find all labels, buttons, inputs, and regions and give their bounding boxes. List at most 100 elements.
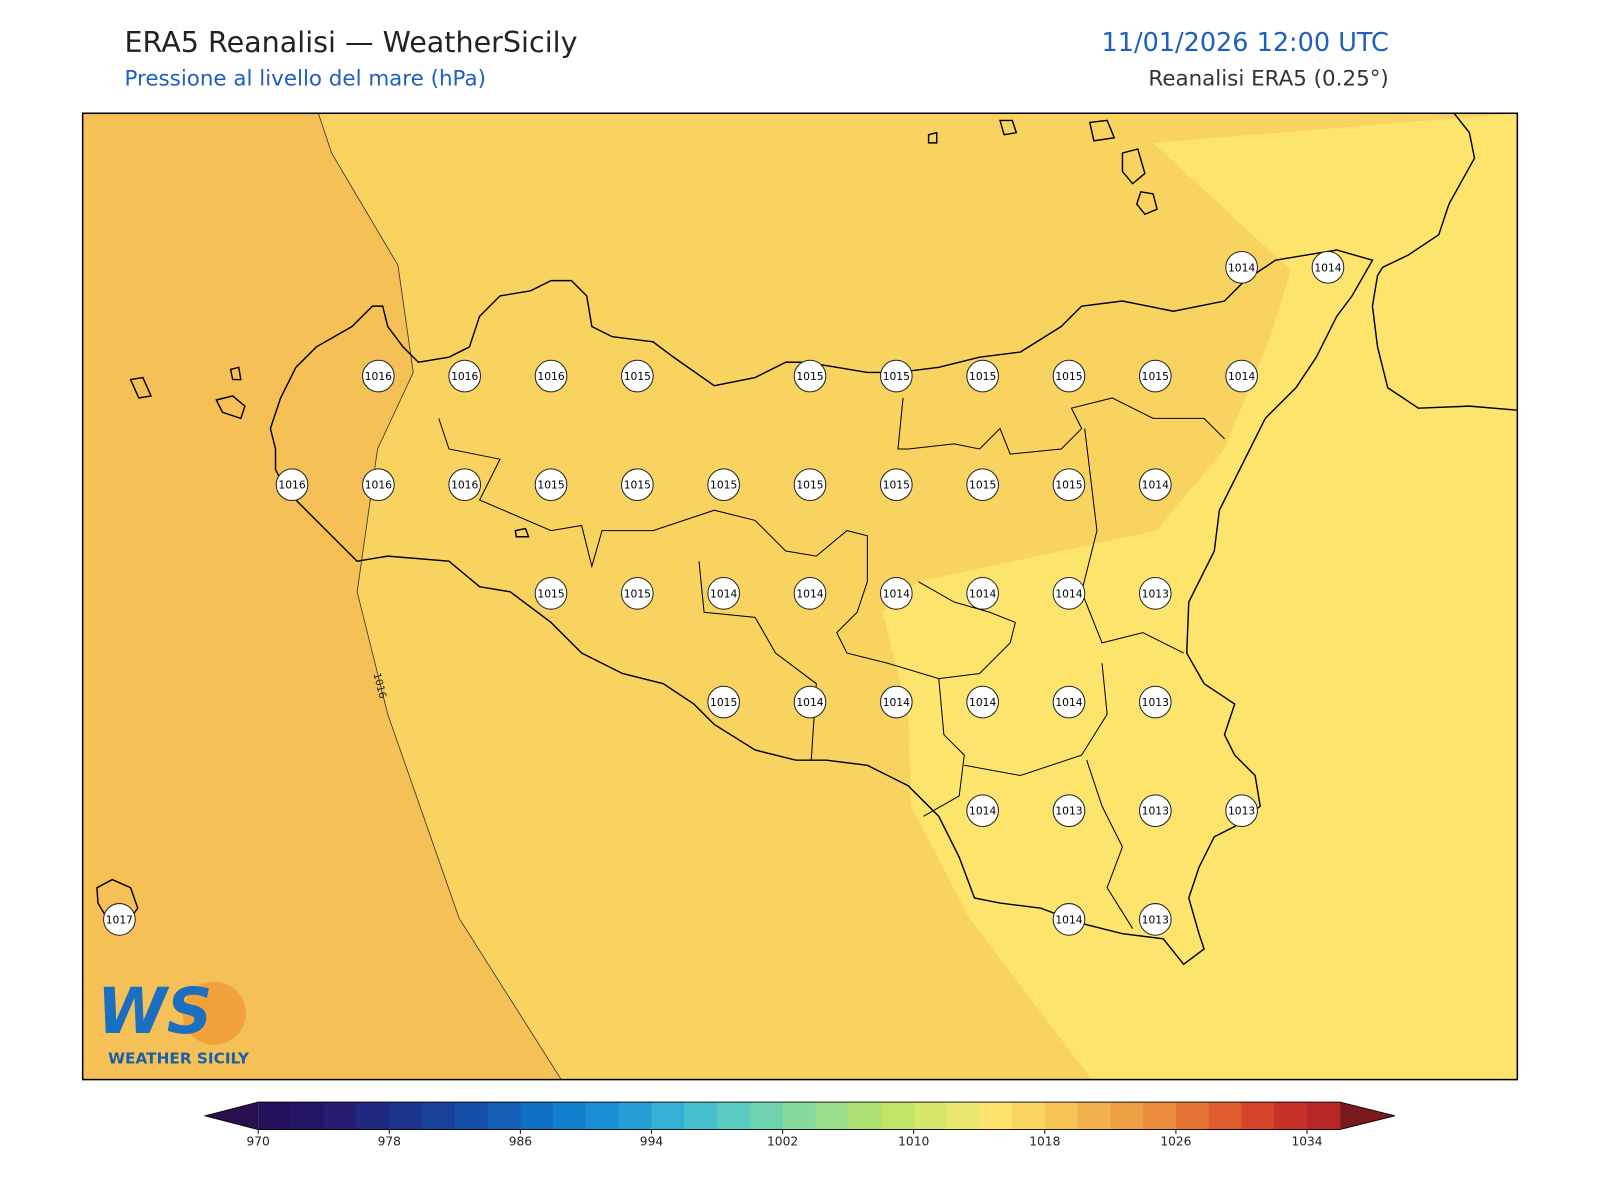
station-marker — [793, 359, 827, 393]
station: 1014 — [966, 685, 999, 719]
colorbar-bin — [1143, 1102, 1177, 1130]
colorbar-tick-label: 1018 — [1029, 1134, 1060, 1148]
colorbar: 970 978 986 994 1002 1010 1018 1026 1034 — [203, 1101, 1395, 1148]
colorbar-bin — [356, 1102, 390, 1130]
colorbar-under — [205, 1102, 259, 1130]
station-marker — [448, 468, 482, 502]
station-marker — [1052, 468, 1086, 502]
station-value: 1014 — [1228, 261, 1255, 274]
station-value: 1013 — [1228, 805, 1255, 818]
station-value: 1014 — [1055, 587, 1082, 600]
station-value: 1015 — [796, 370, 823, 383]
station-value: 1015 — [796, 479, 823, 492]
station: 1016 — [362, 359, 395, 393]
station-marker — [1052, 359, 1086, 393]
station: 1014 — [707, 577, 741, 610]
station-value: 1015 — [624, 587, 651, 600]
station-marker — [880, 685, 913, 719]
colorbar-bin — [1044, 1102, 1079, 1130]
station: 1013 — [1225, 794, 1258, 828]
station-marker — [1311, 251, 1345, 284]
station-value: 1015 — [883, 370, 910, 383]
station-marker — [1138, 794, 1172, 828]
station: 1013 — [1052, 794, 1086, 828]
station: 1015 — [793, 468, 827, 502]
station: 1013 — [1138, 685, 1172, 719]
station-value: 1015 — [969, 370, 996, 383]
colorbar-tick-label: 1010 — [898, 1134, 929, 1148]
colorbar-bin — [422, 1102, 456, 1130]
station-marker — [1052, 794, 1086, 828]
station: 1014 — [880, 577, 913, 610]
subtitle: Pressione al livello del mare (hPa) — [124, 67, 485, 92]
station-value: 1014 — [1142, 479, 1169, 492]
station-marker — [793, 577, 827, 610]
station: 1015 — [621, 577, 654, 610]
station-marker — [1138, 903, 1172, 936]
colorbar-tick-label: 1002 — [767, 1134, 798, 1148]
station-value: 1016 — [365, 370, 392, 383]
station: 1014 — [1311, 251, 1345, 284]
station-value: 1014 — [1055, 913, 1082, 926]
colorbar-bin — [585, 1102, 620, 1130]
station: 1014 — [793, 577, 827, 610]
station: 1014 — [1225, 359, 1258, 393]
station: 1017 — [103, 903, 136, 936]
station-value: 1016 — [537, 370, 564, 383]
station: 1013 — [1138, 577, 1172, 610]
colorbar-bin — [454, 1102, 489, 1130]
station-marker — [534, 468, 568, 502]
station: 1014 — [1225, 251, 1258, 284]
station: 1015 — [707, 468, 741, 502]
colorbar-bin — [290, 1102, 325, 1130]
station-marker — [1052, 577, 1086, 610]
station-marker — [966, 577, 999, 610]
colorbar-bin — [815, 1102, 849, 1130]
station-value: 1015 — [1142, 370, 1169, 383]
station: 1015 — [966, 468, 999, 502]
station-value: 1013 — [1142, 805, 1169, 818]
station-marker — [880, 577, 913, 610]
logo: WS WEATHER SICILY — [97, 974, 250, 1068]
station-value: 1015 — [537, 587, 564, 600]
station-marker — [1138, 577, 1172, 610]
station-value: 1014 — [883, 696, 910, 709]
source: Reanalisi ERA5 (0.25°) — [1148, 67, 1388, 92]
station: 1014 — [1052, 903, 1086, 936]
colorbar-bin — [258, 1102, 292, 1130]
station-marker — [1225, 794, 1258, 828]
station-value: 1013 — [1055, 805, 1082, 818]
station: 1014 — [966, 577, 999, 610]
station: 1016 — [448, 468, 482, 502]
station: 1014 — [966, 794, 999, 828]
colorbar-bin — [520, 1102, 554, 1130]
colorbar-tick-label: 970 — [246, 1134, 269, 1148]
colorbar-bin — [1077, 1102, 1111, 1130]
station-value: 1014 — [710, 587, 737, 600]
colorbar-bin — [389, 1102, 423, 1130]
colorbar-tick-label: 994 — [640, 1134, 664, 1148]
station-marker — [621, 577, 654, 610]
station-marker — [362, 468, 395, 502]
colorbar-tick-label: 986 — [509, 1134, 533, 1148]
station: 1014 — [1052, 577, 1086, 610]
colorbar-bin — [782, 1102, 816, 1130]
station-marker — [1225, 251, 1258, 284]
station: 1014 — [1052, 685, 1086, 719]
colorbar-tick-label: 1034 — [1291, 1134, 1322, 1148]
sicily-coast — [269, 249, 1374, 966]
colorbar-bin — [1307, 1102, 1341, 1130]
station: 1015 — [793, 359, 827, 393]
colorbar-bin — [684, 1102, 718, 1130]
station-marker — [1052, 685, 1086, 719]
colorbar-bin — [946, 1102, 980, 1130]
station-marker — [103, 903, 136, 936]
colorbar-bin — [717, 1102, 751, 1130]
field-high — [82, 113, 562, 1080]
station-value: 1015 — [710, 479, 737, 492]
station: 1015 — [621, 468, 654, 502]
station: 1014 — [880, 685, 913, 719]
station-marker — [707, 577, 741, 610]
colorbar-bin — [487, 1102, 521, 1130]
